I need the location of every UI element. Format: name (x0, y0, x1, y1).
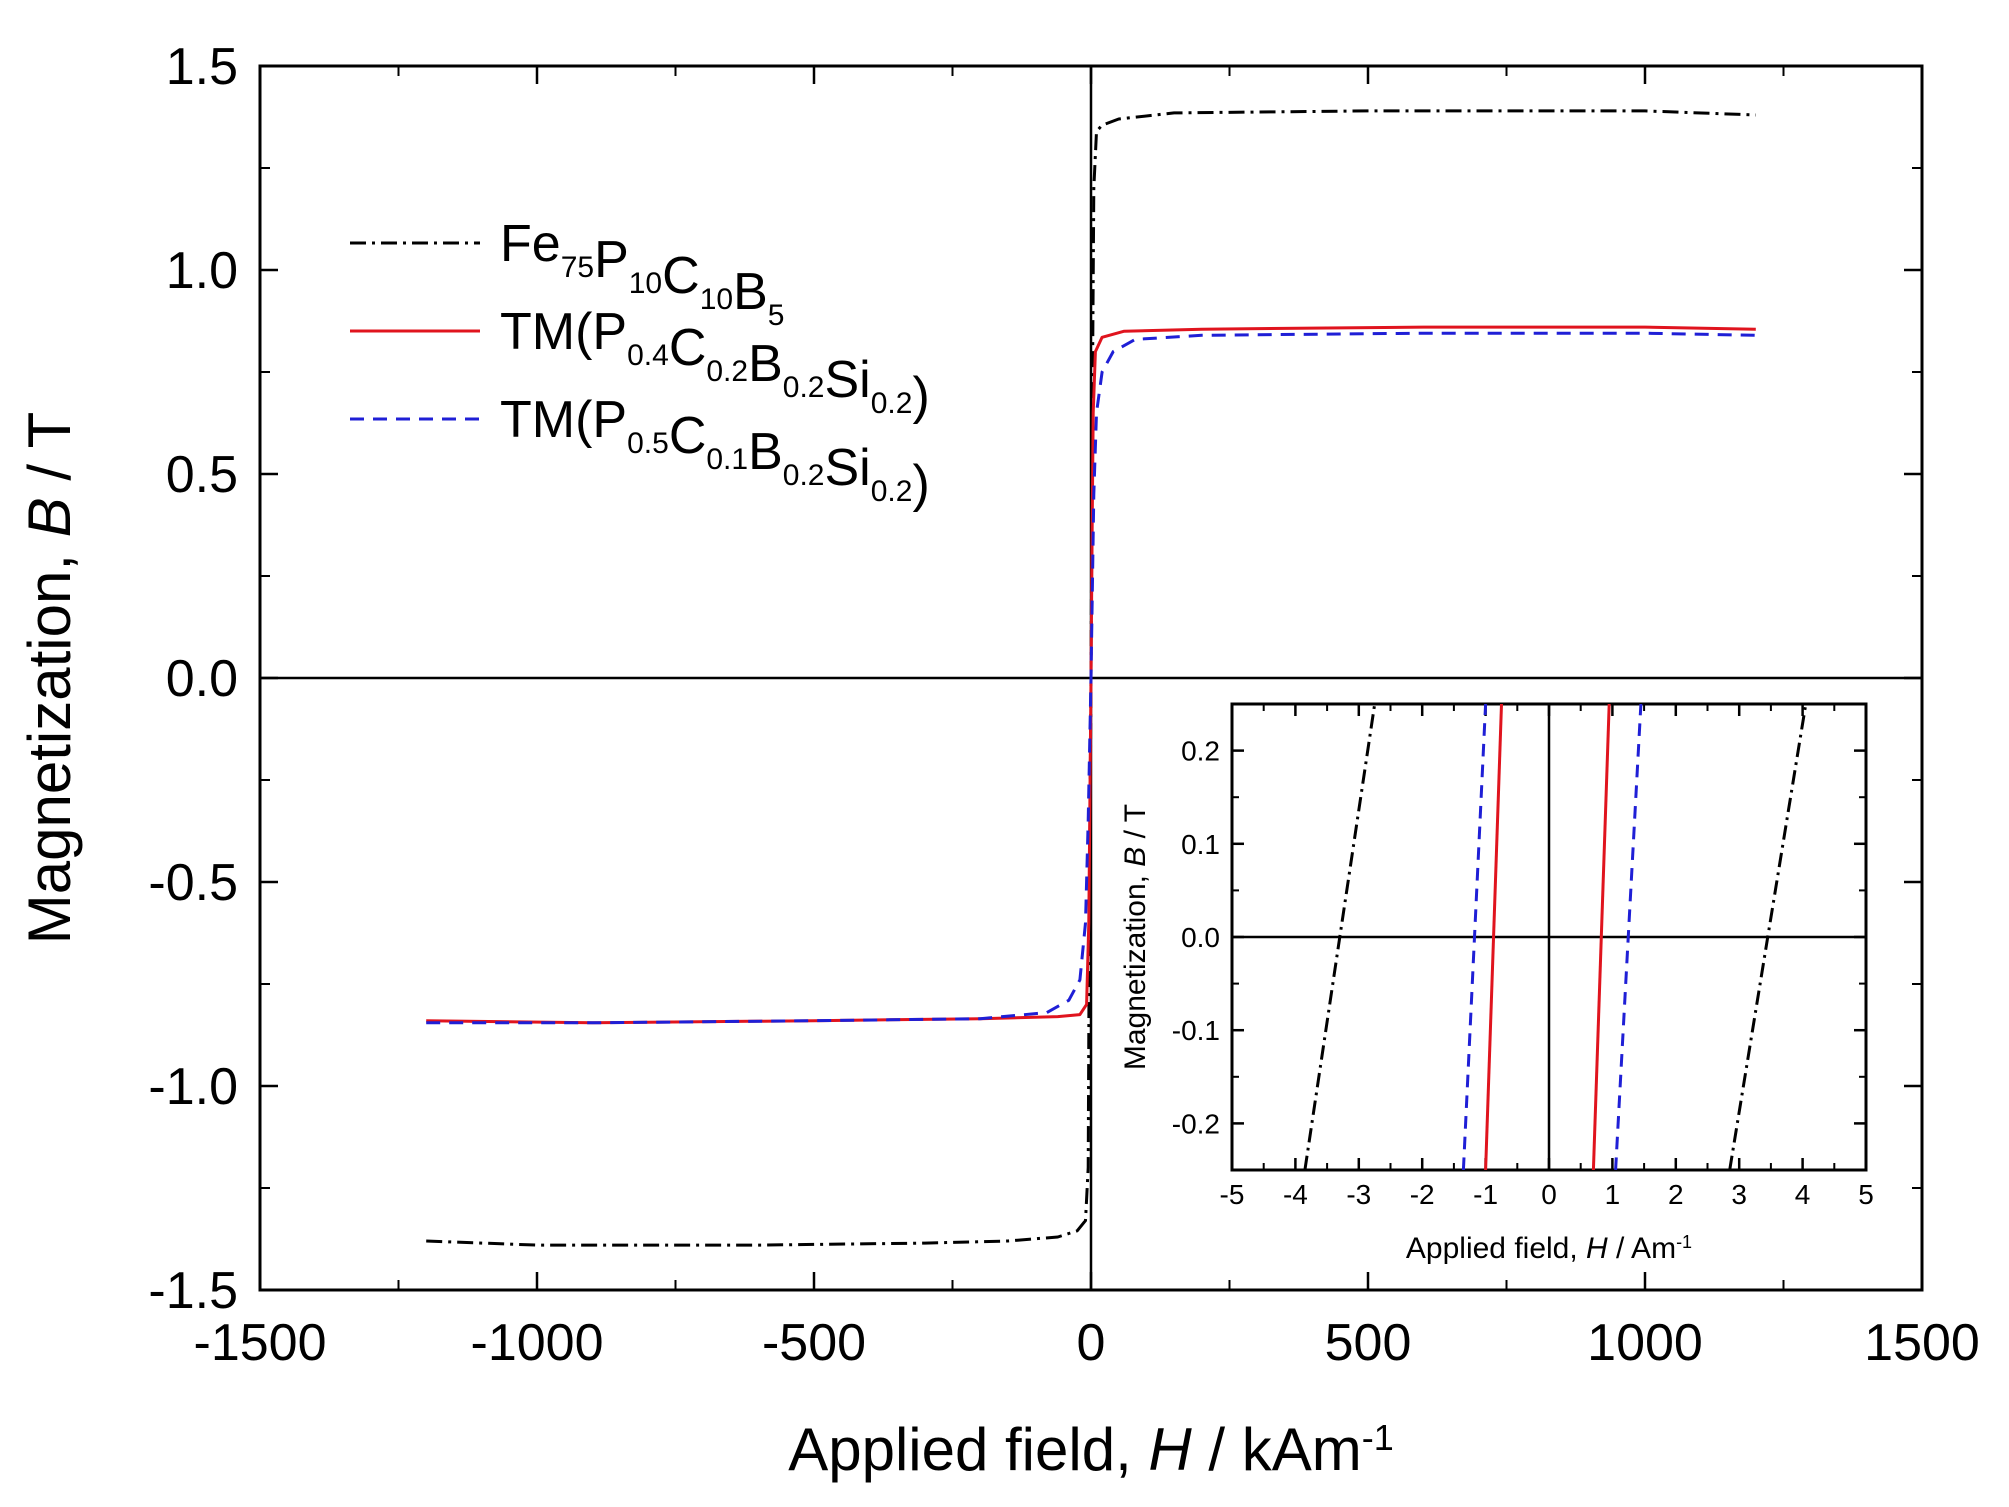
x-tick-label: 1000 (1587, 1314, 1703, 1372)
x-tick-label: -1500 (194, 1314, 327, 1372)
x-tick-label: -1 (1473, 1179, 1498, 1210)
y-tick-label: 0.2 (1181, 736, 1220, 767)
x-tick-label: 4 (1795, 1179, 1811, 1210)
series-line-1 (1303, 704, 1377, 1170)
series-line-2 (1728, 704, 1808, 1170)
x-tick-label: 1 (1605, 1179, 1621, 1210)
x-tick-label: 5 (1858, 1179, 1874, 1210)
y-tick-label: 0.0 (166, 650, 238, 708)
inset-y-axis-label: Magnetization, B / T (1119, 804, 1152, 1070)
main-series (426, 109, 1756, 1247)
legend-label-1: Fe75P10C10B5 (500, 215, 784, 332)
main-y-axis-label: Magnetization, B / T (16, 412, 83, 945)
x-tick-label: 500 (1325, 1314, 1412, 1372)
legend-label-2: TM(P0.4C0.2B0.2Si0.2) (500, 303, 930, 425)
y-tick-label: 1.5 (166, 38, 238, 96)
inset-plot: -5 -4 -3 -2 -1 0 1 2 3 4 5 -0.2 -0.1 0.0 0.1 0.2 (1172, 702, 1874, 1210)
y-tick-label: -1.5 (148, 1262, 238, 1320)
x-tick-label: 0 (1077, 1314, 1106, 1372)
x-tick-label: -500 (762, 1314, 866, 1372)
legend: Fe75P10C10B5TM(P0.4C0.2B0.2Si0.2)TM(P0.5… (350, 215, 930, 513)
y-tick-label: -0.5 (148, 854, 238, 912)
y-tick-label: -1.0 (148, 1058, 238, 1116)
series-line-5 (1461, 704, 1488, 1170)
x-tick-label: 0 (1541, 1179, 1557, 1210)
series-line-6 (1614, 704, 1643, 1170)
y-tick-label: 0.5 (166, 446, 238, 504)
x-tick-label: 1500 (1864, 1314, 1980, 1372)
inset-ticks: -5 -4 -3 -2 -1 0 1 2 3 4 5 -0.2 -0.1 0.0 0.1 0.2 (1172, 704, 1874, 1210)
x-tick-label: -3 (1346, 1179, 1371, 1210)
y-tick-label: 0.0 (1181, 922, 1220, 953)
x-tick-label: -4 (1283, 1179, 1308, 1210)
series-line-3 (426, 331, 1756, 1025)
series-line-3 (1484, 704, 1503, 1170)
x-tick-label: -5 (1220, 1179, 1245, 1210)
inset-zero-lines (1232, 704, 1866, 1170)
main-x-axis-label: Applied field, H / kAm-1 (788, 1416, 1394, 1483)
inset-series (1303, 704, 1808, 1170)
x-tick-label: 3 (1731, 1179, 1747, 1210)
x-tick-label: 2 (1668, 1179, 1684, 1210)
y-tick-label: 0.1 (1181, 829, 1220, 860)
series-line-4 (1591, 704, 1611, 1170)
legend-label-3: TM(P0.5C0.1B0.2Si0.2) (500, 391, 930, 513)
y-tick-label: -0.1 (1172, 1015, 1220, 1046)
x-tick-label: -2 (1410, 1179, 1435, 1210)
x-tick-label: -1000 (471, 1314, 604, 1372)
inset-x-axis-label: Applied field, H / Am-1 (1406, 1232, 1692, 1265)
y-tick-label: -0.2 (1172, 1108, 1220, 1139)
main-ticks: -1500 -1000 -500 0 500 1000 1500 -1.5 -1.0 -0.5 0.… (148, 38, 1979, 1372)
main-plot: -1500 -1000 -500 0 500 1000 1500 -1.5 -1.0 -0.5 0.… (148, 38, 1979, 1372)
y-tick-label: 1.0 (166, 242, 238, 300)
